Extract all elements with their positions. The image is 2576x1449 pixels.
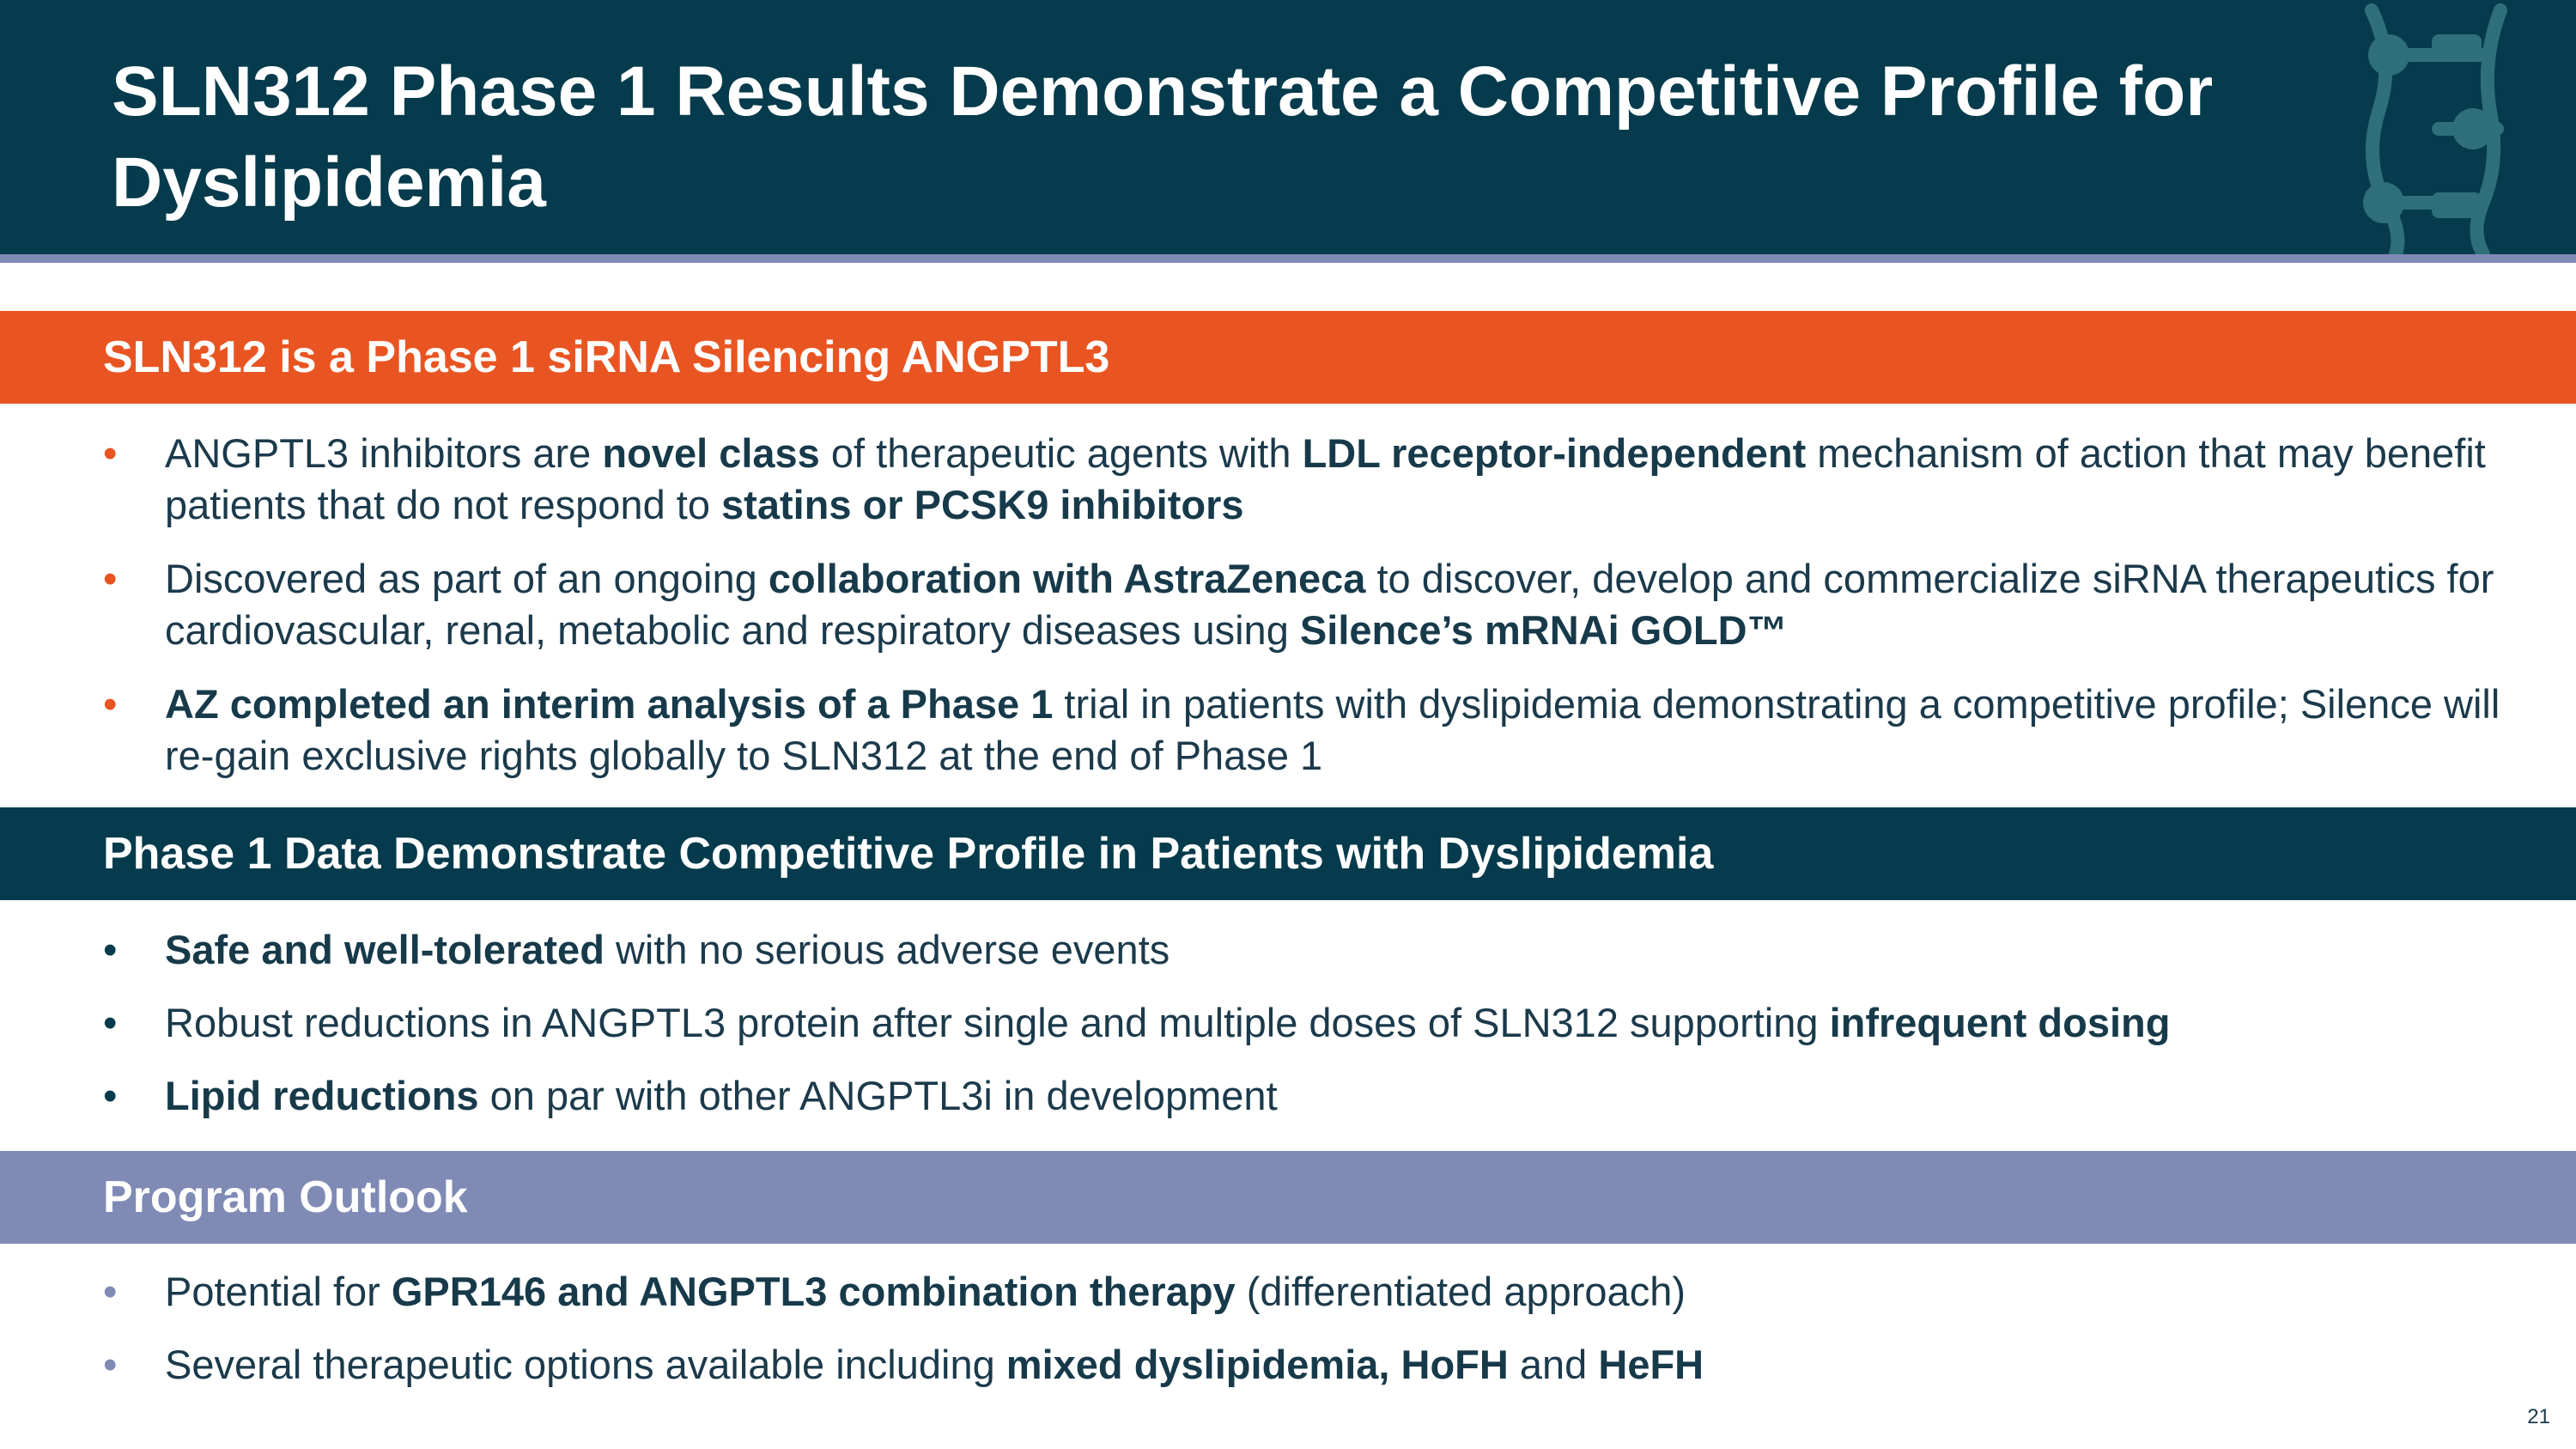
- bullet-text: Discovered as part of an ongoing: [165, 556, 769, 601]
- bullet-text: with no serious adverse events: [604, 927, 1170, 972]
- list-item: • Safe and well-tolerated with no seriou…: [103, 924, 2524, 976]
- list-item: • ANGPTL3 inhibitors are novel class of …: [103, 428, 2524, 531]
- bullet-list-program-outlook: • Potential for GPR146 and ANGPTL3 combi…: [103, 1266, 2524, 1412]
- bullet-marker: •: [103, 681, 118, 727]
- bullet-text: ANGPTL3 inhibitors are: [165, 430, 603, 476]
- bullet-text: on par with other ANGPTL3i in developmen…: [478, 1073, 1278, 1118]
- header-divider: [0, 254, 2576, 263]
- header-banner: SLN312 Phase 1 Results Demonstrate a Com…: [0, 0, 2576, 254]
- bullet-list-overview: • ANGPTL3 inhibitors are novel class of …: [103, 428, 2524, 804]
- bullet-marker: •: [103, 1073, 118, 1118]
- section-heading-text: SLN312 is a Phase 1 siRNA Silencing ANGP…: [103, 332, 1110, 382]
- bullet-emphasis: Safe and well-tolerated: [165, 927, 605, 972]
- bullet-emphasis: GPR146 and ANGPTL3 combination therapy: [391, 1269, 1236, 1314]
- bullet-emphasis: AZ completed an interim analysis of a Ph…: [165, 681, 1054, 727]
- bullet-marker: •: [103, 1000, 118, 1045]
- bullet-emphasis: LDL receptor-independent: [1302, 430, 1807, 476]
- bullet-emphasis: statins or PCSK9 inhibitors: [721, 482, 1244, 527]
- bullet-text: (differentiated approach): [1235, 1269, 1686, 1314]
- slide-title: SLN312 Phase 1 Results Demonstrate a Com…: [112, 52, 2214, 222]
- bullet-emphasis: collaboration with AstraZeneca: [768, 556, 1366, 601]
- bullet-emphasis: HeFH: [1598, 1342, 1704, 1387]
- bullet-marker: •: [103, 927, 118, 972]
- section-heading-text: Phase 1 Data Demonstrate Competitive Pro…: [103, 829, 1714, 879]
- bullet-emphasis: mixed dyslipidemia, HoFH: [1005, 1342, 1509, 1387]
- bullet-list-phase1-data: • Safe and well-tolerated with no seriou…: [103, 924, 2524, 1143]
- list-item: • Lipid reductions on par with other ANG…: [103, 1070, 2524, 1122]
- bullet-text: and: [1508, 1342, 1599, 1387]
- list-item: • Several therapeutic options available …: [103, 1339, 2524, 1391]
- section-heading-program-outlook: Program Outlook: [0, 1151, 2576, 1244]
- bullet-emphasis: Silence’s mRNAi GOLD™: [1299, 607, 1788, 653]
- bullet-marker: •: [103, 430, 118, 476]
- bullet-emphasis: infrequent dosing: [1829, 1000, 2171, 1045]
- bullet-marker: •: [103, 1342, 118, 1387]
- bullet-marker: •: [103, 1269, 118, 1314]
- bullet-text: to discover, develop and commercialize s…: [165, 556, 2494, 653]
- list-item: • AZ completed an interim analysis of a …: [103, 679, 2524, 782]
- molecule-strand-icon: [2363, 3, 2507, 254]
- bullet-marker: •: [103, 556, 118, 601]
- bullet-text: Several therapeutic options available in…: [165, 1342, 1006, 1387]
- page-number: 21: [2527, 1405, 2550, 1428]
- bullet-text: mechanism of action that may benefit pat…: [165, 430, 2486, 527]
- list-item: • Robust reductions in ANGPTL3 protein a…: [103, 997, 2524, 1049]
- bullet-text: trial in patients with dyslipidemia demo…: [165, 681, 2500, 778]
- section-heading-phase1-data: Phase 1 Data Demonstrate Competitive Pro…: [0, 807, 2576, 900]
- bullet-text: Potential for: [165, 1269, 392, 1314]
- list-item: • Discovered as part of an ongoing colla…: [103, 553, 2524, 656]
- section-heading-overview: SLN312 is a Phase 1 siRNA Silencing ANGP…: [0, 311, 2576, 404]
- bullet-emphasis: novel class: [602, 430, 820, 476]
- bullet-text: of therapeutic agents with: [819, 430, 1303, 476]
- section-heading-text: Program Outlook: [103, 1172, 468, 1222]
- list-item: • Potential for GPR146 and ANGPTL3 combi…: [103, 1266, 2524, 1318]
- bullet-emphasis: Lipid reductions: [165, 1073, 479, 1118]
- bullet-text: Robust reductions in ANGPTL3 protein aft…: [165, 1000, 1830, 1045]
